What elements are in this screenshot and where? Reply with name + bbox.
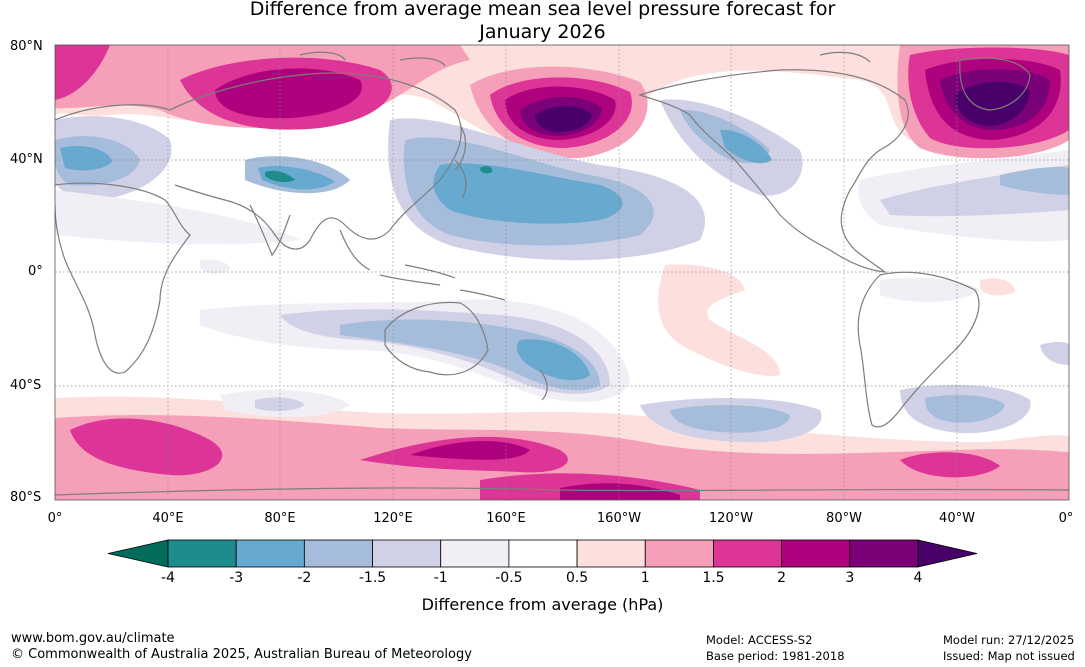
footer-model: Model: ACCESS-S2 bbox=[706, 633, 813, 647]
footer-copyright: © Commonwealth of Australia 2025, Austra… bbox=[11, 647, 472, 662]
colorbar-segment bbox=[508, 539, 578, 568]
colorbar-tick-label: 0.5 bbox=[565, 570, 589, 586]
graticule bbox=[55, 45, 1069, 500]
lon-label-0-east: 0° bbox=[1058, 511, 1074, 526]
lon-label-40w: 40°W bbox=[939, 511, 975, 526]
colorbar-tick-label: -2 bbox=[297, 570, 312, 586]
lat-label-0: 0° bbox=[28, 264, 43, 279]
lon-label-120e: 120°E bbox=[373, 511, 413, 526]
lon-label-80e: 80°E bbox=[264, 511, 296, 526]
colorbar-tick-label: -0.5 bbox=[495, 570, 523, 586]
colorbar-segment bbox=[713, 539, 783, 568]
colorbar-segment bbox=[440, 539, 510, 568]
colorbar-segment bbox=[303, 539, 373, 568]
footer-issued: Issued: Map not issued bbox=[943, 649, 1075, 663]
lon-label-0: 0° bbox=[47, 511, 63, 526]
lat-label-80s: 80°S bbox=[10, 490, 42, 505]
colorbar-over-triangle bbox=[917, 539, 978, 568]
lon-label-40e: 40°E bbox=[152, 511, 184, 526]
title-line-2: January 2026 bbox=[479, 21, 606, 43]
colorbar-segment bbox=[849, 539, 919, 568]
colorbar-segment bbox=[167, 539, 237, 568]
colorbar-segment bbox=[235, 539, 305, 568]
colorbar-tick-label: 2 bbox=[777, 570, 787, 586]
footer-site: www.bom.gov.au/climate bbox=[11, 631, 175, 646]
colorbar-tick-label: -1.5 bbox=[358, 570, 387, 586]
lat-label-40n: 40°N bbox=[10, 152, 43, 167]
lon-label-80w: 80°W bbox=[826, 511, 862, 526]
colorbar-tick-label: -1 bbox=[433, 570, 448, 586]
lat-label-80n: 80°N bbox=[10, 39, 43, 54]
colorbar-tick-label: 1.5 bbox=[702, 570, 725, 586]
colorbar-segment bbox=[644, 539, 714, 568]
colorbar-tick-label: 1 bbox=[640, 570, 650, 586]
colorbar-segment bbox=[781, 539, 851, 568]
pressure-anomaly-map bbox=[54, 44, 1070, 501]
colorbar-segment bbox=[576, 539, 646, 568]
colorbar-tick-label: -3 bbox=[229, 570, 244, 586]
lon-label-160w: 160°W bbox=[596, 511, 642, 526]
colorbar-tick-label: 4 bbox=[913, 570, 923, 586]
footer-base-period: Base period: 1981-2018 bbox=[706, 649, 845, 663]
lon-label-160e: 160°E bbox=[486, 511, 526, 526]
colorbar-tick-label: -4 bbox=[161, 570, 175, 586]
map-title: Difference from average mean sea level p… bbox=[0, 0, 1085, 44]
lat-label-40s: 40°S bbox=[10, 378, 42, 393]
colorbar-under-triangle bbox=[107, 539, 169, 568]
anomaly-field bbox=[55, 45, 1069, 500]
footer-model-run: Model run: 27/12/2025 bbox=[943, 633, 1075, 647]
colorbar-title: Difference from average (hPa) bbox=[421, 595, 664, 614]
title-line-1: Difference from average mean sea level p… bbox=[249, 0, 836, 20]
colorbar-segment bbox=[372, 539, 442, 568]
lon-label-120w: 120°W bbox=[708, 511, 754, 526]
coastlines bbox=[55, 51, 1069, 496]
colorbar-tick-label: 3 bbox=[845, 570, 855, 586]
